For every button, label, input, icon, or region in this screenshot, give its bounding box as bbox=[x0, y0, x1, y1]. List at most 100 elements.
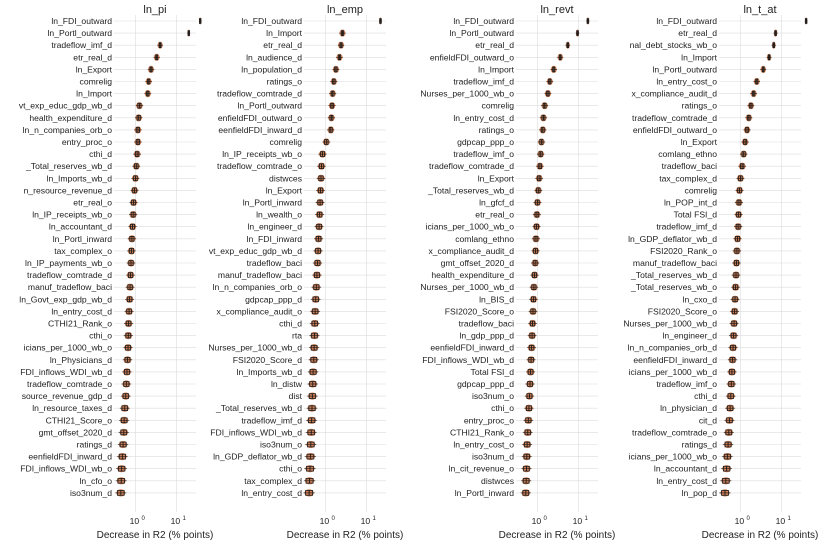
mark-vt_exp_educ_gdp_wb_d bbox=[135, 102, 144, 110]
mark-tradeflow_comtrade_o bbox=[121, 380, 132, 388]
x-tick-exponent: 0 bbox=[141, 516, 145, 522]
mark-gmt_offset_2020_d bbox=[530, 259, 540, 267]
category-label: Nurses_per_1000_wb_d bbox=[208, 343, 302, 353]
mark-manuf_tradeflow_baci bbox=[125, 283, 135, 291]
mark-x_compliance_audit_d bbox=[750, 90, 758, 98]
category-label: ln_physician_d bbox=[660, 403, 717, 413]
category-label: ln_POP_int_d bbox=[664, 198, 717, 208]
mark-eenfieldFDI_inward_d bbox=[727, 356, 738, 364]
category-label: cthi_o bbox=[491, 403, 514, 413]
mark-enfieldFDI_outward_o bbox=[557, 53, 564, 61]
category-label: enfieldFDI_outward_o bbox=[218, 113, 302, 123]
category-label: ln_BIS_d bbox=[479, 294, 514, 304]
category-label: ratings_d bbox=[682, 440, 718, 450]
mark-ln_Portl_inward bbox=[520, 489, 531, 497]
category-label: etr_real_d bbox=[73, 52, 112, 62]
mark-cthi_o bbox=[304, 465, 316, 473]
mark-tradeflow_comtrade_o bbox=[723, 428, 734, 436]
category-label: tradeflow_comtrade_o bbox=[217, 161, 302, 171]
mark-cthi_o bbox=[524, 404, 534, 412]
category-label: Total FSI_d bbox=[471, 367, 515, 377]
mark-vt_exp_educ_gdp_wb_d bbox=[313, 247, 323, 255]
category-label: ln_IP_receipts_wb_o bbox=[32, 210, 112, 220]
category-label: comrelig bbox=[80, 77, 113, 87]
mark-ln_resource_taxes_d bbox=[119, 404, 130, 412]
mark-ln_engineer_d bbox=[729, 332, 739, 340]
mark-ln_physician_d bbox=[725, 404, 736, 412]
category-label: cthi_o bbox=[89, 331, 112, 341]
category-label: ln_GDP_deflator_wb_d bbox=[213, 452, 302, 462]
category-label: tradeflow_imf_o bbox=[453, 149, 514, 159]
category-label: ln_pop_d bbox=[682, 488, 718, 498]
mark-tradeflow_baci bbox=[738, 162, 747, 170]
mark-iso3num_d bbox=[521, 453, 532, 461]
mark-ln_GDP_deflator_wb_d bbox=[304, 453, 317, 461]
mark-comrelig bbox=[735, 186, 744, 194]
category-label: vt_exp_educ_gdp_wb_d bbox=[209, 246, 302, 256]
category-label: ln_Imports_wb_d bbox=[47, 173, 113, 183]
category-label: tradeflow_imf_d bbox=[241, 415, 302, 425]
category-label: gmt_offset_2020_d bbox=[39, 427, 113, 437]
category-label: ln_resource_taxes_d bbox=[32, 403, 112, 413]
category-label: ln_IP_receipts_wb_o bbox=[222, 149, 302, 159]
mark-ln_entry_cost_d bbox=[539, 114, 548, 122]
mark-Total FSI_d bbox=[526, 368, 536, 376]
category-label: ratings_o bbox=[267, 77, 303, 87]
category-label: ln_Portl_outward bbox=[48, 28, 113, 38]
mark-etr_real_o bbox=[532, 211, 541, 219]
mark-comrelig bbox=[541, 102, 549, 110]
x-tick-base: 10 bbox=[130, 516, 140, 526]
mark-ln_FDI_outward bbox=[804, 17, 808, 25]
category-label: tradeflow_baci bbox=[662, 161, 718, 171]
mark-tradeflow_baci bbox=[528, 319, 537, 328]
mark-tradeflow_comtrade_d bbox=[329, 90, 337, 98]
mark-etr_real_o bbox=[129, 198, 138, 207]
panel-title: ln_revt bbox=[540, 4, 573, 16]
mark-tradeflow_imf_d bbox=[546, 77, 554, 86]
mark-ln_audience_d bbox=[336, 53, 343, 61]
category-label: nal_debt_stocks_wb_o bbox=[630, 40, 718, 50]
category-label: ln_Imports_wb_d bbox=[237, 367, 303, 377]
category-label: vt_exp_educ_gdp_wb_d bbox=[19, 101, 112, 111]
mark-cit_d bbox=[724, 416, 735, 424]
mark-tradeflow_imf_o bbox=[726, 380, 737, 388]
mark-iso3num_d bbox=[115, 489, 127, 497]
mark-_Total_reserves_wb_o bbox=[731, 283, 740, 291]
mark-tax_complex_o bbox=[127, 247, 136, 255]
category-label: FDI_inflows_WDI_wb_d bbox=[20, 367, 112, 377]
category-label: tradeflow_imf_d bbox=[453, 77, 514, 87]
category-label: ln_cxo_d bbox=[683, 294, 718, 304]
category-label: ln_Portl_inward bbox=[243, 198, 302, 208]
mark-ln_Portl_outward bbox=[328, 102, 336, 110]
category-label: manuf_tradeflow_baci bbox=[218, 270, 302, 280]
category-label: ln_accountant_d bbox=[654, 464, 717, 474]
mark-etr_real_d bbox=[337, 41, 345, 49]
panel-title: ln_t_at bbox=[743, 4, 776, 16]
mark-ln_n_companies_orb_d bbox=[728, 344, 738, 352]
category-label: tradeflow_comtrade_o bbox=[27, 379, 112, 389]
mark-FSI2020_Rank_o bbox=[732, 247, 742, 255]
mark-dist bbox=[307, 392, 318, 400]
mark-Nurses_per_1000_wb_d bbox=[309, 344, 320, 352]
mark-cthi_d bbox=[133, 150, 142, 158]
x-tick-label: 10 0 bbox=[532, 516, 548, 526]
category-label: ln_n_companies_orb_d bbox=[628, 343, 718, 353]
category-label: ln_engineer_d bbox=[248, 222, 303, 232]
category-label: tradeflow_imf_d bbox=[656, 222, 717, 232]
panel-ln_revt: ln_revt ln_FDI_outward ln_Portl_outwardetr… bbox=[420, 4, 615, 541]
category-label: distwces bbox=[269, 173, 302, 183]
mark-ln_Import bbox=[339, 29, 346, 37]
mark-ln_gfcf_d bbox=[533, 198, 542, 207]
mark-Total FSI_d bbox=[734, 211, 743, 219]
mark-ln_Portl_outward bbox=[575, 29, 580, 37]
x-tick-label: 10 1 bbox=[171, 516, 187, 526]
mark-ln_FDI_outward bbox=[586, 17, 590, 25]
mark-_Total_reserves_wb_d bbox=[731, 271, 741, 279]
x-axis-label: Decrease in R2 (% points) bbox=[499, 530, 616, 541]
x-tick-label: 10 0 bbox=[735, 516, 751, 526]
category-label: tradeflow_imf_o bbox=[656, 379, 717, 389]
mark-health_expenditure_d bbox=[134, 114, 143, 122]
mark-ratings_o bbox=[330, 77, 338, 86]
mark-ln_FDI_outward bbox=[379, 17, 382, 25]
